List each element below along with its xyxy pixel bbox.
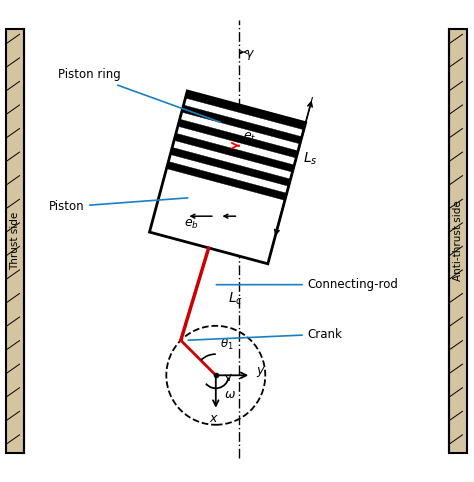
Text: Connecting-rod: Connecting-rod xyxy=(216,278,399,291)
Polygon shape xyxy=(182,105,302,144)
Text: Anti-thrust side: Anti-thrust side xyxy=(453,201,463,281)
Text: Thrust side: Thrust side xyxy=(10,212,20,270)
Polygon shape xyxy=(166,161,287,201)
Text: $\omega$: $\omega$ xyxy=(224,388,236,401)
Text: $\gamma$: $\gamma$ xyxy=(245,48,255,62)
Text: $x$: $x$ xyxy=(209,413,219,426)
Text: $e_t$: $e_t$ xyxy=(243,131,256,144)
Polygon shape xyxy=(149,91,306,264)
Polygon shape xyxy=(170,147,291,186)
Text: $\theta_1$: $\theta_1$ xyxy=(219,337,233,352)
Text: $e_b$: $e_b$ xyxy=(184,218,199,231)
Text: Crank: Crank xyxy=(188,328,343,341)
Text: $L_c$: $L_c$ xyxy=(228,291,243,307)
Text: $y$: $y$ xyxy=(256,365,266,379)
Text: Piston ring: Piston ring xyxy=(58,68,220,122)
Polygon shape xyxy=(185,91,306,130)
Bar xyxy=(449,29,467,453)
Polygon shape xyxy=(178,119,298,158)
Text: $L_s$: $L_s$ xyxy=(303,150,318,167)
Bar xyxy=(6,29,24,453)
Text: Piston: Piston xyxy=(48,198,188,214)
Polygon shape xyxy=(174,134,294,172)
